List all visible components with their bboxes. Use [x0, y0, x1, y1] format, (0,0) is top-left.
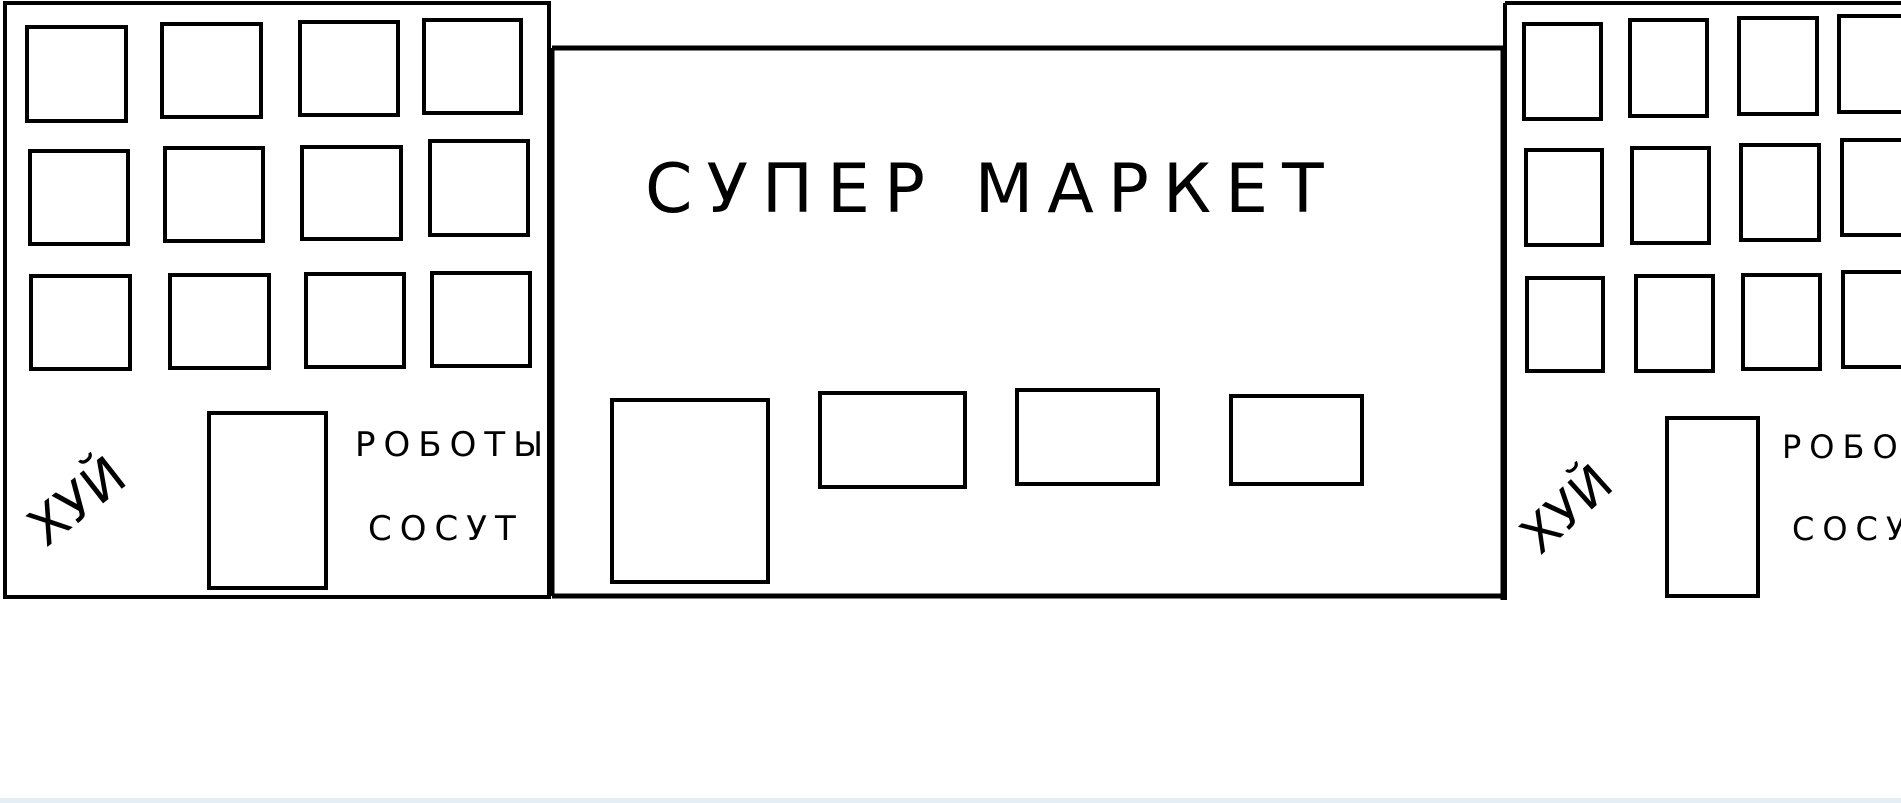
left-window: [304, 272, 406, 369]
left-window: [428, 139, 530, 237]
right-window: [1841, 270, 1901, 369]
right-window: [1634, 274, 1715, 373]
left-window: [430, 271, 532, 368]
right-window: [1737, 16, 1819, 116]
left-building-door: [207, 411, 328, 590]
left-graffiti-note-line2: СОСУТ: [368, 509, 524, 549]
supermarket-sign: СУПЕР МАРКЕТ: [645, 150, 1338, 229]
supermarket-entrance: [610, 398, 770, 584]
left-window: [422, 18, 523, 115]
left-window: [25, 25, 128, 123]
right-building: [1503, 1, 1901, 600]
canvas-bottom-edge: [0, 798, 1901, 803]
right-window: [1522, 22, 1603, 121]
right-window: [1628, 18, 1709, 118]
right-window: [1739, 143, 1821, 242]
left-window: [28, 149, 130, 246]
supermarket-window: [818, 391, 967, 489]
supermarket-window: [1015, 388, 1160, 486]
right-window: [1840, 138, 1901, 237]
left-window: [29, 274, 132, 371]
left-window: [160, 22, 263, 119]
left-window: [300, 145, 403, 241]
supermarket-window: [1229, 394, 1364, 486]
right-graffiti-note-line1: РОБОТ: [1782, 428, 1901, 466]
right-building-door: [1665, 416, 1760, 598]
right-window: [1630, 146, 1711, 245]
right-window: [1524, 148, 1604, 247]
right-window: [1741, 273, 1822, 371]
left-building-outline: [3, 1, 551, 599]
left-window: [168, 273, 271, 370]
right-window: [1525, 276, 1605, 373]
right-window: [1837, 14, 1901, 114]
left-building: [3, 1, 551, 599]
left-window: [298, 20, 400, 117]
right-graffiti-note-line2: СОСУ: [1792, 510, 1901, 548]
left-window: [163, 146, 265, 243]
left-graffiti-note-line1: РОБОТЫ: [355, 425, 551, 465]
